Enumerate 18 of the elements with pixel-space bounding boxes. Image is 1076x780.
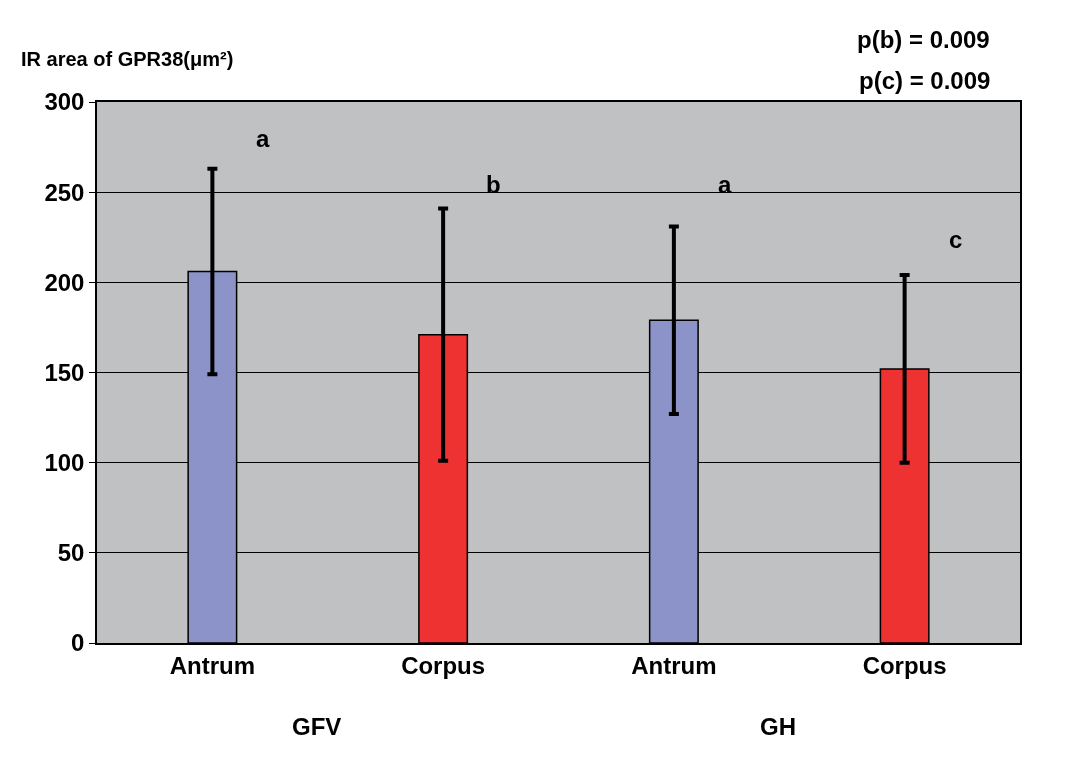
- y-tick-label: 300: [44, 88, 85, 116]
- y-tick-label: 50: [57, 539, 85, 567]
- y-tick-label: 0: [71, 629, 85, 657]
- text: p(c) = 0.009: [859, 67, 991, 94]
- text: p(b) = 0.009: [857, 26, 990, 53]
- annotation: c: [949, 226, 963, 253]
- text: GFV: [292, 713, 342, 740]
- x-tick-label: Corpus: [401, 651, 486, 679]
- text: GH: [760, 713, 796, 740]
- annotation: a: [256, 125, 270, 152]
- y-tick-label: 250: [44, 178, 85, 206]
- y-tick-label: 150: [44, 358, 85, 386]
- x-tick-label: Corpus: [862, 651, 947, 679]
- y-tick-label: 200: [44, 268, 85, 296]
- x-tick-label: Antrum: [631, 651, 717, 679]
- x-tick-label: Antrum: [169, 651, 256, 679]
- y-tick-label: 100: [44, 449, 85, 477]
- y-axis-title: IR area of GPR38(μm²): [21, 48, 234, 70]
